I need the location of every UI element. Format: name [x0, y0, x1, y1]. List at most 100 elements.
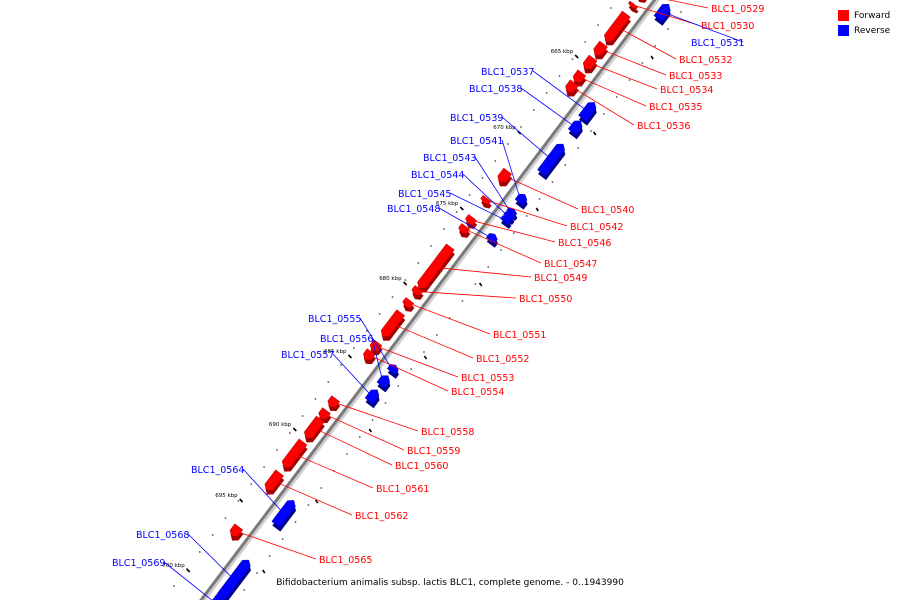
gene-label[interactable]: BLC1_0556 — [320, 334, 373, 345]
minor-tick — [237, 500, 240, 502]
gene-blc1-0530[interactable] — [626, 0, 641, 14]
gene-blc1-0569[interactable] — [205, 591, 229, 600]
gene-label[interactable]: BLC1_0541 — [450, 136, 503, 147]
gene-label[interactable]: BLC1_0555 — [308, 314, 361, 325]
gene-label[interactable]: BLC1_0565 — [319, 555, 372, 566]
gene-label[interactable]: BLC1_0542 — [570, 222, 623, 233]
gene-blc1-0547[interactable] — [455, 223, 472, 240]
gene-label[interactable]: BLC1_0550 — [519, 294, 572, 305]
gene-leader-line — [274, 481, 353, 516]
gene-label[interactable]: BLC1_0535 — [649, 102, 702, 113]
gene-label[interactable]: BLC1_0559 — [407, 446, 460, 457]
minor-tick — [243, 589, 246, 591]
gene-label[interactable]: BLC1_0557 — [281, 350, 334, 361]
minor-tick — [358, 436, 361, 438]
scale-tick — [574, 54, 579, 59]
minor-tick — [346, 453, 348, 455]
minor-tick — [461, 300, 464, 302]
gene-blc1-0537[interactable] — [577, 99, 601, 126]
gene-leader-line — [505, 176, 579, 210]
gene-label[interactable]: BLC1_0568 — [136, 530, 189, 541]
gene-label[interactable]: BLC1_0537 — [481, 67, 534, 78]
scale-tick — [535, 207, 539, 212]
gene-blc1-0554[interactable] — [359, 348, 377, 367]
gene-blc1-0558[interactable] — [324, 395, 342, 414]
gene-label[interactable]: BLC1_0543 — [423, 153, 476, 164]
gene-blc1-0561[interactable] — [278, 438, 309, 475]
gene-label[interactable]: BLC1_0531 — [691, 38, 744, 49]
gene-leader-line — [487, 200, 568, 227]
minor-tick — [481, 177, 484, 179]
gene-blc1-0549[interactable] — [413, 243, 457, 296]
gene-label[interactable]: BLC1_0551 — [493, 330, 546, 341]
gene-label[interactable]: BLC1_0546 — [558, 238, 611, 249]
minor-tick — [340, 364, 343, 366]
gene-label[interactable]: BLC1_0569 — [112, 558, 165, 569]
minor-tick — [590, 130, 592, 132]
gene-blc1-0557[interactable] — [363, 387, 384, 409]
gene-label[interactable]: BLC1_0553 — [461, 373, 514, 384]
gene-label[interactable]: BLC1_0540 — [581, 205, 634, 216]
gene-blc1-0550[interactable] — [408, 285, 425, 302]
gene-blc1-0556[interactable] — [375, 373, 394, 393]
gene-blc1-0542[interactable] — [478, 194, 494, 210]
gene-blc1-0546[interactable] — [462, 214, 479, 231]
gene-blc1-0531[interactable] — [652, 1, 675, 26]
gene-label[interactable]: BLC1_0548 — [387, 204, 440, 215]
gene-label[interactable]: BLC1_0560 — [395, 461, 448, 472]
gene-blc1-0529[interactable] — [633, 0, 650, 5]
gene-label[interactable]: BLC1_0564 — [191, 465, 244, 476]
gene-arrow — [318, 407, 331, 420]
scale-tick — [593, 131, 597, 136]
gene-blc1-0533[interactable] — [589, 40, 610, 62]
gene-blc1-0551[interactable] — [399, 297, 416, 314]
gene-label[interactable]: BLC1_0545 — [398, 189, 451, 200]
gene-leader-line — [237, 531, 317, 560]
gene-blc1-0545[interactable] — [499, 214, 515, 230]
gene-label[interactable]: BLC1_0561 — [376, 484, 429, 495]
minor-tick — [474, 283, 477, 285]
gene-label[interactable]: BLC1_0536 — [637, 121, 690, 132]
gene-blc1-0539[interactable] — [536, 141, 570, 180]
gene-blc1-0540[interactable] — [493, 167, 514, 189]
strand-legend: Forward Reverse — [838, 8, 890, 38]
gene-blc1-0552[interactable] — [377, 309, 407, 344]
gene-leader-line — [465, 229, 542, 264]
gene-label[interactable]: BLC1_0552 — [476, 354, 529, 365]
gene-blc1-0535[interactable] — [569, 69, 588, 90]
gene-label[interactable]: BLC1_0539 — [450, 113, 503, 124]
gene-label[interactable]: BLC1_0544 — [411, 170, 464, 181]
gene-label[interactable]: BLC1_0554 — [451, 387, 504, 398]
gene-blc1-0565[interactable] — [226, 523, 245, 544]
gene-blc1-0564[interactable] — [270, 497, 300, 532]
minor-tick — [468, 194, 471, 196]
minor-tick — [628, 79, 631, 81]
gene-leader-line — [438, 207, 491, 238]
gene-label[interactable]: BLC1_0534 — [660, 85, 713, 96]
minor-tick — [641, 62, 644, 64]
minor-tick — [353, 347, 355, 349]
gene-labels: BLC1_0529 BLC1_0530 BLC1_0531 BLC1_0532 BLC1… — [112, 0, 764, 600]
gene-leader-line — [601, 49, 667, 76]
gene-label[interactable]: BLC1_0532 — [679, 55, 732, 66]
gene-label[interactable]: BLC1_0562 — [355, 511, 408, 522]
gene-blc1-0541[interactable] — [513, 191, 531, 210]
minor-tick — [520, 126, 522, 128]
gene-blc1-0560[interactable] — [300, 415, 327, 445]
gene-label[interactable]: BLC1_0530 — [701, 21, 754, 32]
gene-blc1-0532[interactable] — [600, 10, 633, 48]
minor-tick — [276, 449, 278, 451]
gene-blc1-0534[interactable] — [579, 54, 600, 76]
gene-label[interactable]: BLC1_0549 — [534, 273, 587, 284]
gene-label[interactable]: BLC1_0529 — [711, 4, 764, 15]
gene-label[interactable]: BLC1_0547 — [544, 259, 597, 270]
gene-label[interactable]: BLC1_0558 — [421, 427, 474, 438]
minor-tick — [507, 143, 510, 145]
gene-arrow — [327, 395, 340, 408]
gene-blc1-0562[interactable] — [261, 469, 286, 498]
gene-label[interactable]: BLC1_0538 — [469, 84, 522, 95]
legend-reverse-label: Reverse — [854, 25, 891, 36]
scale-tick — [423, 355, 428, 360]
gene-label[interactable]: BLC1_0533 — [669, 71, 722, 82]
